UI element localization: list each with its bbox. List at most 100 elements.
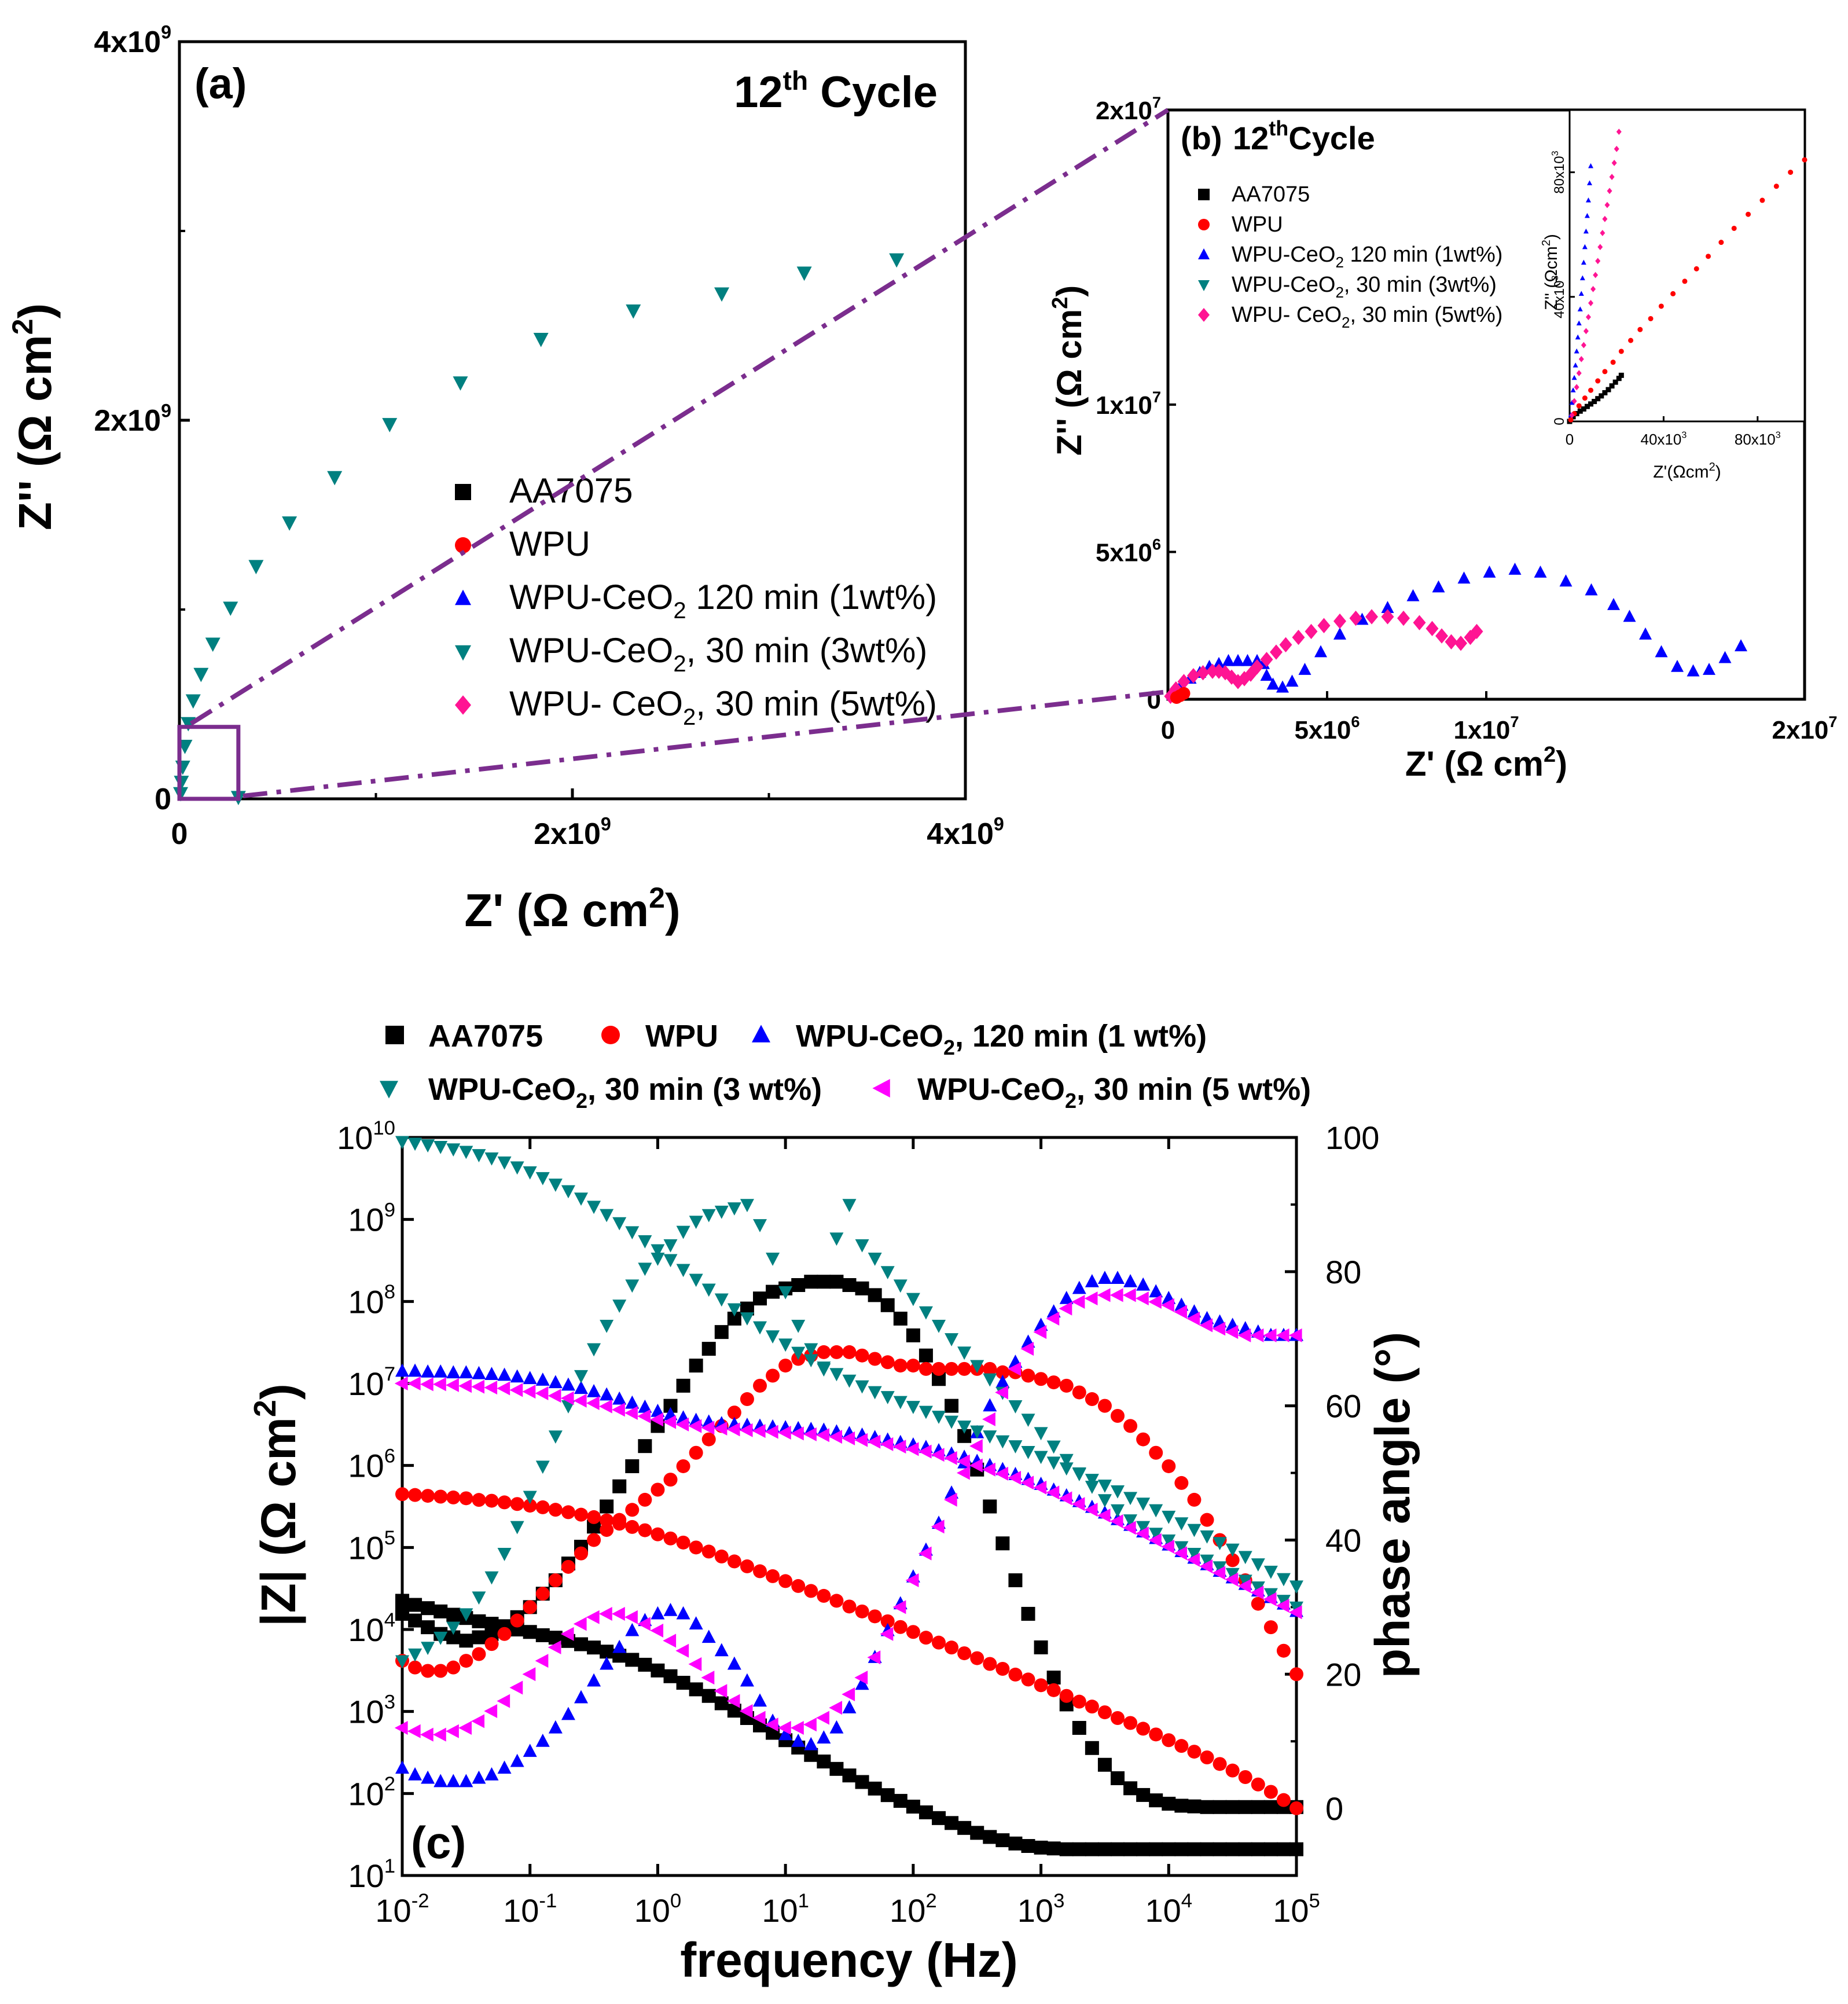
tick-label-base: 4x10: [94, 25, 161, 59]
data-point-c: [1251, 1777, 1265, 1792]
data-point-c: [880, 1614, 895, 1628]
data-point-c: [701, 1544, 716, 1559]
data-point-c: [765, 1717, 778, 1732]
data-point-c: [740, 1199, 754, 1213]
data-point-c: [433, 1727, 446, 1742]
data-point-c: [1263, 1800, 1278, 1814]
data-point-c: [1097, 1480, 1112, 1493]
inset-data-point: [1746, 211, 1751, 217]
x-tick-label: 103: [1017, 1890, 1065, 1929]
axis-label-close: ): [9, 303, 61, 319]
data-point-c: [906, 1359, 920, 1373]
title-number: 12: [1233, 120, 1269, 156]
data-point-c: [1174, 1546, 1187, 1561]
tick-label-exponent: 4: [384, 1609, 395, 1631]
tick-label-exponent: 9: [384, 1199, 395, 1221]
data-point-c: [561, 1377, 575, 1391]
data-point-c: [1059, 1842, 1074, 1856]
data-point-a: [533, 332, 549, 347]
data-point-c: [893, 1279, 908, 1293]
data-point-c: [1276, 1598, 1289, 1613]
data-point-c: [1161, 1298, 1174, 1312]
tick-label-base: 40x10: [1640, 431, 1681, 448]
data-point-c: [612, 1606, 625, 1621]
tick-label-exponent: 7: [1828, 713, 1837, 731]
data-point-c: [1136, 1722, 1151, 1736]
data-point-c: [587, 1510, 601, 1524]
data-point-c: [689, 1273, 703, 1287]
data-point-c: [1288, 1328, 1302, 1342]
data-point-c: [740, 1312, 754, 1326]
data-point-c: [1085, 1392, 1099, 1407]
axis-label-exponent: 2: [1540, 240, 1553, 246]
inset-data-point: [1581, 342, 1586, 348]
data-point-c: [574, 1690, 588, 1704]
data-point-c: [1033, 1480, 1047, 1495]
tick-label-exponent: 8: [384, 1281, 395, 1303]
data-point-c: [523, 1744, 537, 1757]
legend-text: WPU- CeO: [1232, 303, 1342, 327]
data-point-c: [931, 1519, 945, 1534]
data-point-c: [701, 1432, 716, 1447]
data-point-c: [816, 1711, 829, 1725]
y-tick-label: 1x107: [1096, 388, 1161, 420]
data-point-b: [1457, 571, 1471, 584]
data-point-b: [1585, 583, 1598, 596]
data-point-c: [1251, 1558, 1265, 1572]
tick-label-base: 80x10: [1735, 431, 1776, 448]
data-point-c: [421, 1642, 435, 1656]
data-point-c: [893, 1359, 908, 1373]
data-point-c: [829, 1345, 844, 1359]
tick-label-base: 1x10: [1096, 391, 1152, 420]
data-point-c: [752, 1711, 766, 1725]
data-point-c: [817, 1363, 831, 1377]
data-point-c: [1046, 1683, 1061, 1697]
data-point-c: [766, 1368, 780, 1383]
tick-label-base: 1x10: [1453, 716, 1510, 744]
data-point-c: [1136, 1788, 1151, 1802]
data-point-c: [408, 1488, 422, 1502]
data-point-c: [523, 1625, 537, 1639]
x-tick-label: 10-1: [503, 1890, 557, 1929]
y-left-tick-label: 106: [348, 1445, 395, 1484]
inset-data-point: [1574, 348, 1579, 354]
data-point-c: [637, 1617, 651, 1631]
data-point-c: [561, 1185, 575, 1199]
axis-label-exponent: 2: [1544, 743, 1556, 767]
data-point-c: [484, 1637, 499, 1651]
data-point-c: [983, 1830, 997, 1844]
data-point-b: [1687, 664, 1700, 677]
title-superscript: th: [783, 65, 808, 96]
data-point-c: [842, 1374, 857, 1388]
data-point-c: [650, 1623, 664, 1638]
data-point-c: [804, 1343, 818, 1357]
data-point-c: [1276, 1842, 1291, 1856]
data-point-c: [1072, 1280, 1086, 1294]
data-point-c: [1111, 1711, 1125, 1725]
data-point-a: [282, 516, 297, 531]
data-point-c: [600, 1499, 614, 1514]
data-point-c: [1149, 1445, 1163, 1460]
data-point-c: [395, 1655, 409, 1669]
data-point-c: [893, 1620, 908, 1634]
data-point-c: [408, 1363, 422, 1377]
legend-text-rest: , 30 min (3wt%): [1344, 273, 1497, 297]
data-point-c: [600, 1209, 614, 1223]
inset-data-point: [1618, 348, 1624, 354]
data-point-c: [1136, 1521, 1151, 1535]
data-point-c: [676, 1606, 690, 1620]
tick-label-base: 2x10: [1096, 97, 1152, 125]
data-point-b: [1639, 627, 1652, 640]
data-point-c: [777, 1721, 791, 1735]
inset-data-point: [1588, 401, 1594, 407]
data-point-b: [1365, 609, 1378, 625]
axis-label-text: Z'(: [1653, 463, 1673, 482]
data-point-c: [600, 1387, 614, 1401]
data-point-b: [1607, 598, 1620, 610]
data-point-c: [919, 1361, 933, 1376]
legend-text: WPU-CeO: [796, 1019, 943, 1054]
data-point-c: [945, 1333, 959, 1346]
tick-label-exponent: 3: [384, 1691, 395, 1713]
data-point-c: [689, 1216, 703, 1229]
